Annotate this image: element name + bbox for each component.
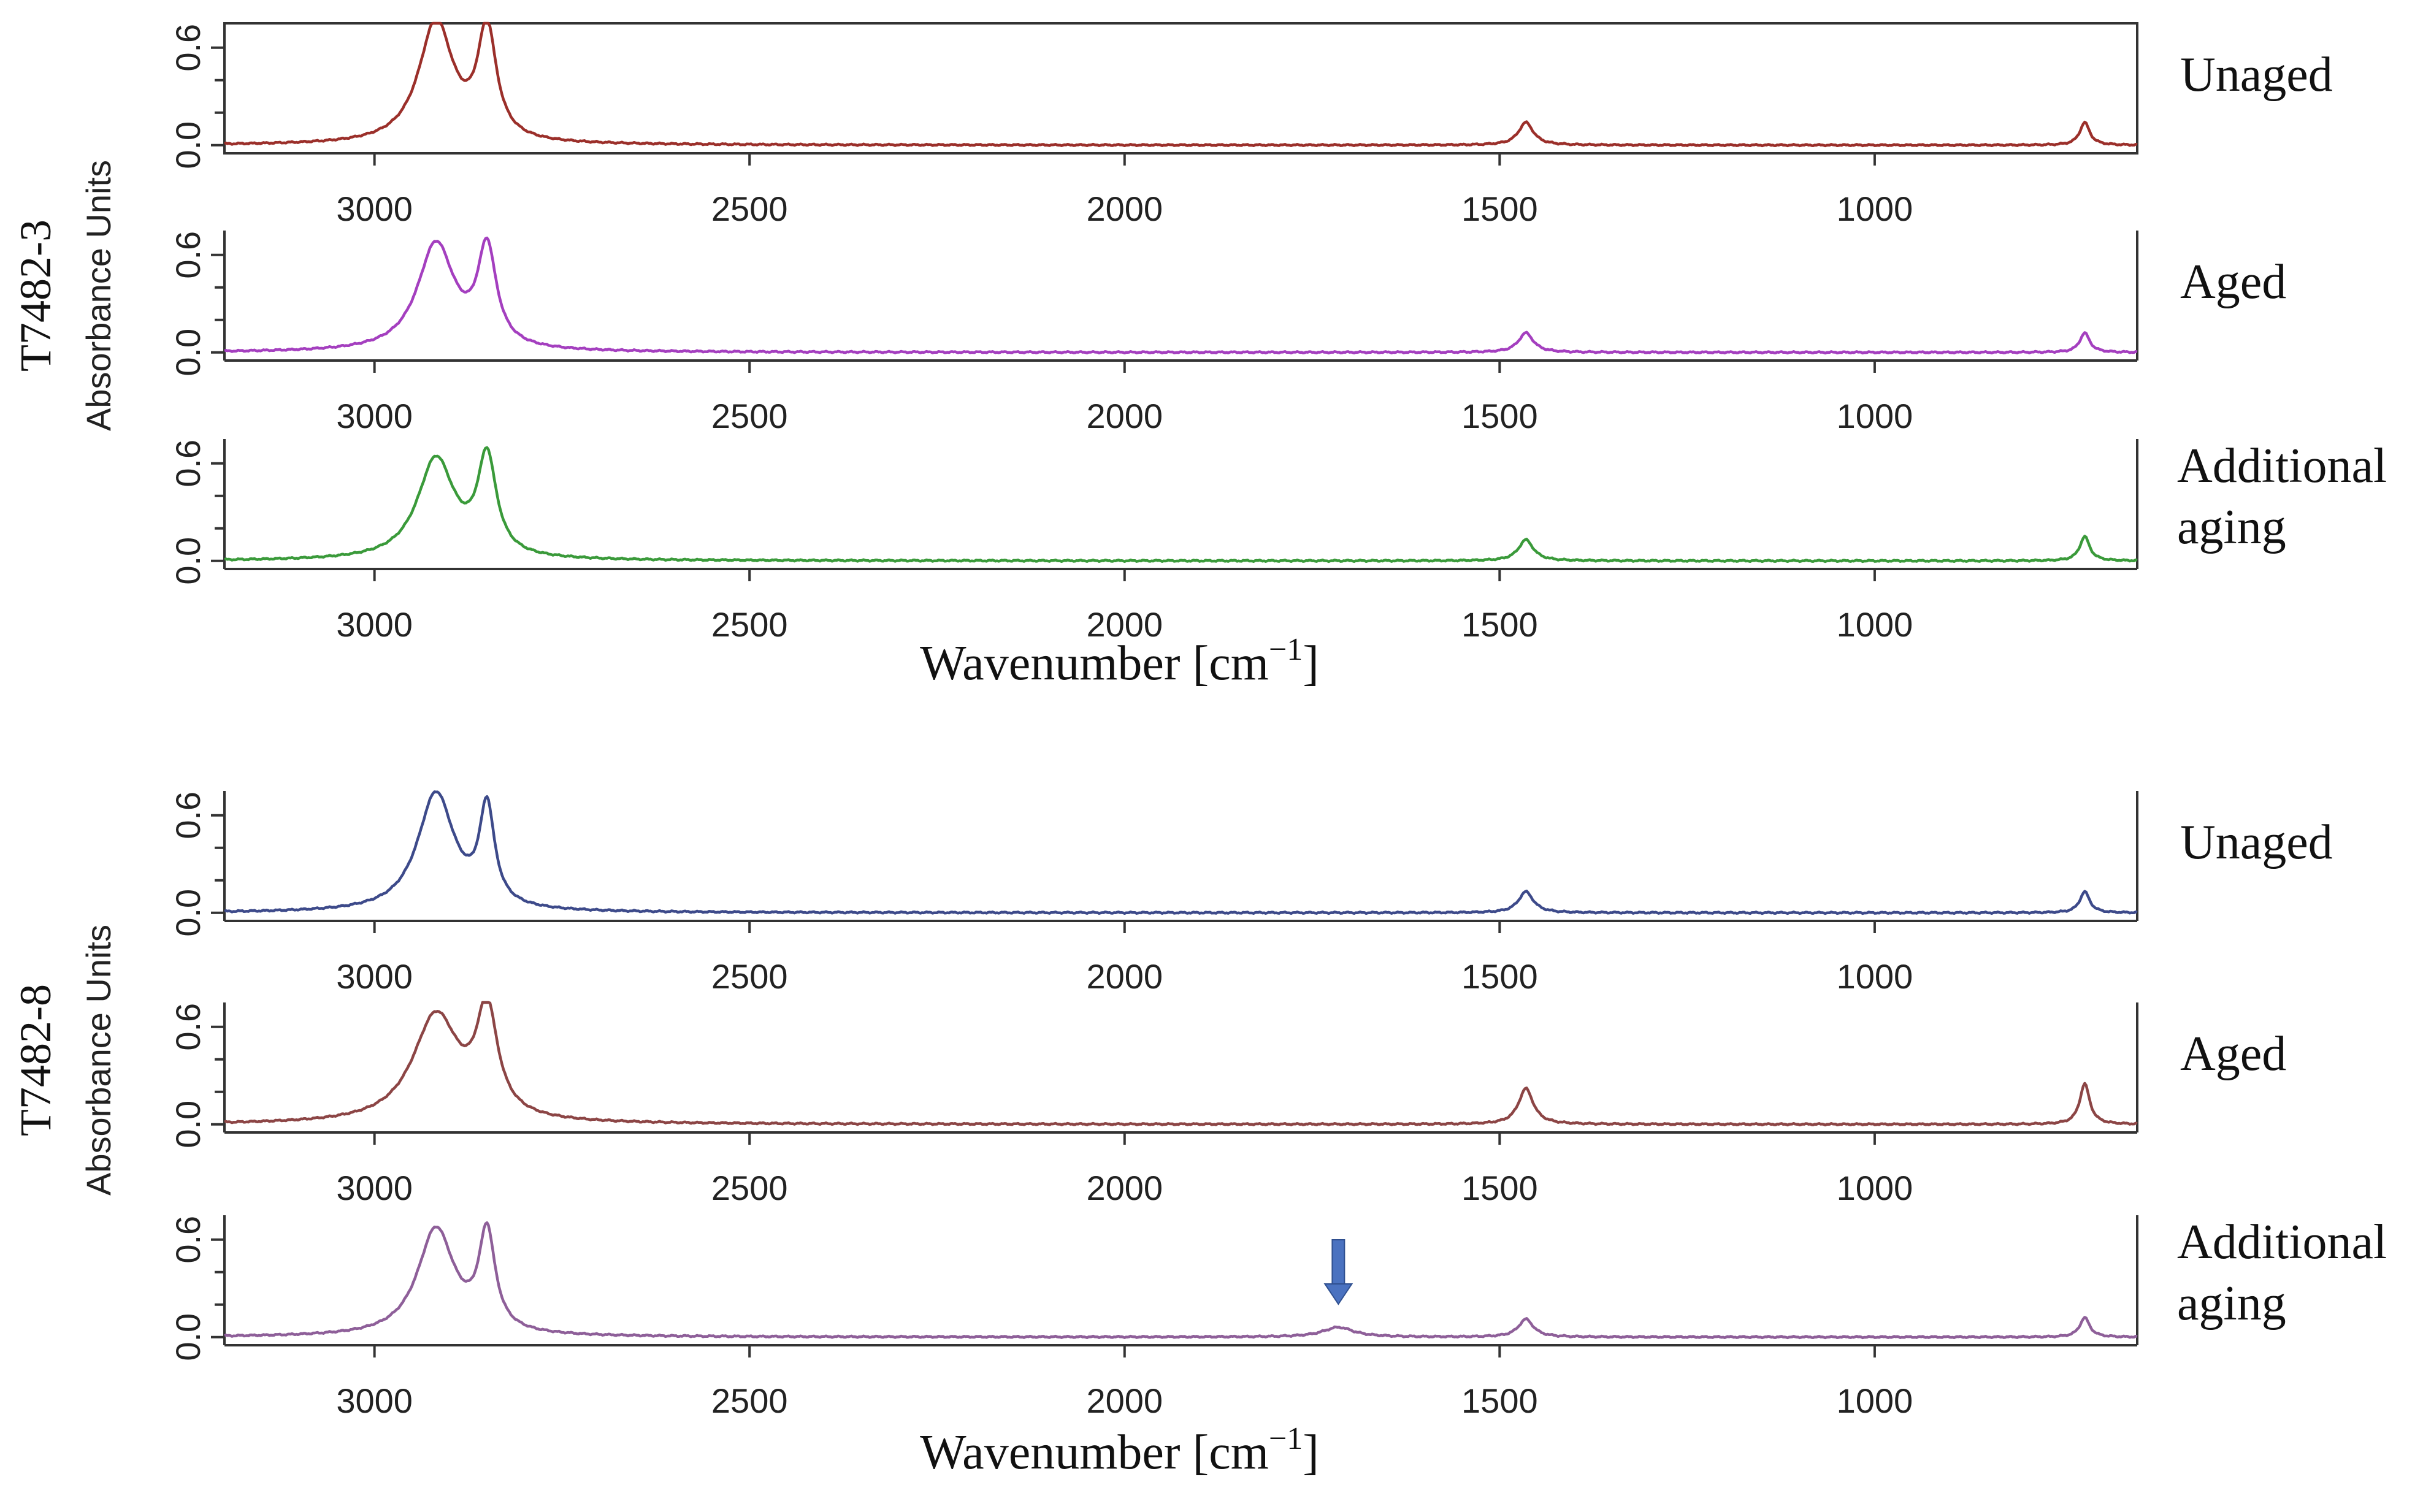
x-tick-label: 1000 [1837,605,1913,644]
spectrum-line [224,1001,2138,1127]
x-tick-label: 1000 [1837,189,1913,228]
x-tick-label: 2500 [711,189,788,228]
x-tick-label: 1000 [1837,1169,1913,1207]
x-tick-label: 1500 [1461,605,1538,644]
x-tick-label: 2000 [1086,1381,1163,1420]
panel-unaged: 0.0 0.6 3000 2500 2000 1500 1000 Unaged [169,21,2333,228]
sample-label: T7482-8 [11,984,60,1136]
x-tick-label: 2000 [1086,605,1163,644]
x-tick-label: 1500 [1461,957,1538,996]
x-tick-label: 2000 [1086,957,1163,996]
x-tick-label: 2500 [711,397,788,435]
x-tick-label: 2500 [711,605,788,644]
condition-label-line1: Additional [2177,439,2387,493]
x-tick-label: 1000 [1837,1381,1913,1420]
condition-label: Aged [2180,1027,2286,1081]
spectrum-line [224,446,2138,563]
spectrum-line [224,790,2138,915]
x-tick-label: 2000 [1086,397,1163,435]
x-tick-label: 3000 [336,189,413,228]
x-tick-label: 1500 [1461,1381,1538,1420]
y-tick-label: 0.0 [169,889,207,937]
arrow-head [1323,1283,1353,1305]
y-tick-label: 0.6 [169,24,207,72]
condition-label: Unaged [2180,48,2333,102]
x-tick-label: 1000 [1837,397,1913,435]
condition-label: Additional aging [2177,439,2387,554]
y-tick-label: 0.6 [169,792,207,839]
x-tick-label: 1000 [1837,957,1913,996]
carbonyl-arrow [1323,1239,1353,1305]
panel-aged: 0.0 0.6 3000 2500 2000 1500 1000 Aged [169,1001,2286,1207]
condition-label-line2: aging [2177,1277,2286,1331]
condition-label: Additional aging [2177,1215,2387,1331]
x-tick-label: 3000 [336,1381,413,1420]
arrow-shaft [1331,1239,1345,1286]
y-axis-title: Absorbance Units [79,925,118,1196]
y-axis-title: Absorbance Units [79,160,118,431]
x-tick-label: 1500 [1461,1169,1538,1207]
panel-aged: 0.0 0.6 3000 2500 2000 1500 1000 Aged [169,231,2286,435]
plot-frame [223,22,2138,155]
y-tick-label: 0.0 [169,537,207,585]
sample-label: T7482-3 [11,220,60,372]
y-tick-label: 0.6 [169,440,207,487]
y-tick-label: 0.6 [169,1003,207,1051]
panel-additional-aging: 0.0 0.6 3000 2500 2000 1500 1000 Additional agin… [169,439,2387,644]
spectrum-line [224,21,2138,148]
condition-label-line2: aging [2177,500,2286,554]
y-tick-label: 0.6 [169,1216,207,1264]
x-tick-label: 3000 [336,397,413,435]
chart-group-t7482-8: 0.0 0.6 3000 2500 2000 1500 1000 Unaged 0.0 0.6 30… [11,790,2387,1480]
x-tick-label: 2500 [711,1381,788,1420]
x-tick-label: 2000 [1086,1169,1163,1207]
x-tick-label: 3000 [336,605,413,644]
x-tick-label: 2500 [711,957,788,996]
y-tick-label: 0.0 [169,1313,207,1361]
panel-unaged: 0.0 0.6 3000 2500 2000 1500 1000 Unaged [169,790,2333,996]
chart-group-t7482-3: 0.0 0.6 3000 2500 2000 1500 1000 Unaged 0.0 0.6 30… [11,21,2387,690]
y-tick-label: 0.0 [169,1101,207,1148]
y-tick-label: 0.0 [169,329,207,376]
y-tick-label: 0.0 [169,121,207,169]
x-tick-label: 1500 [1461,189,1538,228]
x-axis-title: Wavenumber [cm−1] [920,632,1319,690]
spectrum-line [224,236,2138,355]
x-axis-title: Wavenumber [cm−1] [920,1421,1319,1480]
chart-groups: 0.0 0.6 3000 2500 2000 1500 1000 Unaged 0.0 0.6 30… [11,21,2387,1480]
condition-label: Aged [2180,255,2286,309]
x-tick-label: 2000 [1086,189,1163,228]
condition-label: Unaged [2180,815,2333,869]
x-tick-label: 2500 [711,1169,788,1207]
x-tick-label: 3000 [336,957,413,996]
y-tick-label: 0.6 [169,231,207,279]
x-tick-label: 3000 [336,1169,413,1207]
spectrum-line [224,1221,2138,1340]
panel-additional-aging: 0.0 0.6 3000 2500 2000 1500 1000 Additional agin… [169,1215,2387,1420]
condition-label-line1: Additional [2177,1215,2387,1269]
x-tick-label: 1500 [1461,397,1538,435]
